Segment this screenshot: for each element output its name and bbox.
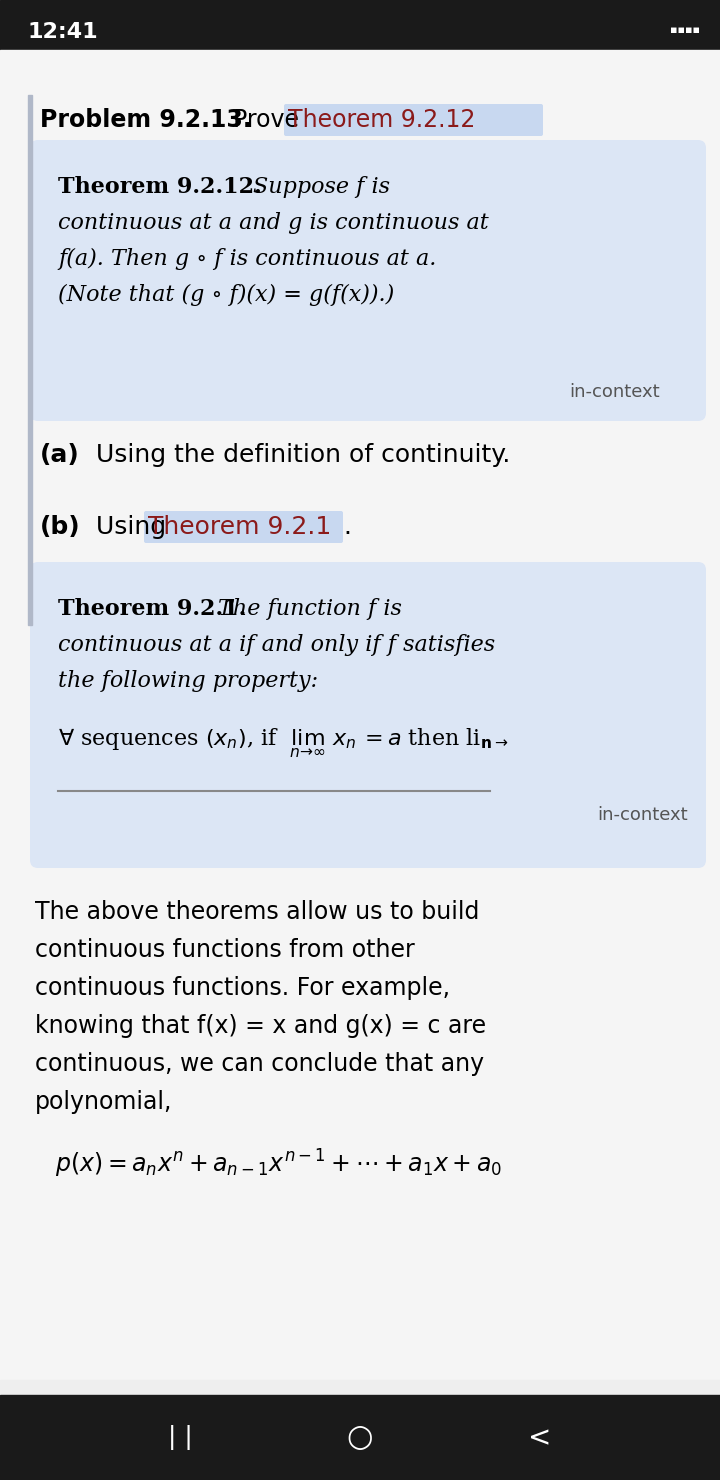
Text: (Note that (g ∘ f)(x) = g(f(x)).): (Note that (g ∘ f)(x) = g(f(x)).) xyxy=(58,284,395,306)
Text: continuous at a and g is continuous at: continuous at a and g is continuous at xyxy=(58,212,489,234)
Text: Theorem 9.2.1: Theorem 9.2.1 xyxy=(148,515,331,539)
Text: the following property:: the following property: xyxy=(58,670,318,693)
Bar xyxy=(0,0,720,50)
Text: Theorem 9.2.12: Theorem 9.2.12 xyxy=(288,108,475,132)
FancyBboxPatch shape xyxy=(144,511,343,543)
FancyBboxPatch shape xyxy=(284,104,543,136)
Text: 12:41: 12:41 xyxy=(28,22,99,41)
Text: ○: ○ xyxy=(347,1424,373,1452)
Text: The function f is: The function f is xyxy=(218,598,402,620)
Text: <: < xyxy=(528,1424,552,1452)
Text: polynomial,: polynomial, xyxy=(35,1089,172,1114)
FancyBboxPatch shape xyxy=(30,562,706,867)
Text: ≡: ≡ xyxy=(42,1444,68,1474)
Bar xyxy=(0,1379,720,1480)
Text: in-context: in-context xyxy=(598,807,688,824)
Text: in-context: in-context xyxy=(570,383,660,401)
Text: continuous functions. For example,: continuous functions. For example, xyxy=(35,975,450,1000)
Text: $p(x) = a_n x^n + a_{n-1}x^{n-1} + \cdots + a_1 x + a_0$: $p(x) = a_n x^n + a_{n-1}x^{n-1} + \cdot… xyxy=(55,1148,503,1180)
Text: .: . xyxy=(343,515,351,539)
Text: Prove: Prove xyxy=(218,108,307,132)
FancyBboxPatch shape xyxy=(30,141,706,420)
Text: Theorem 9.2.1.: Theorem 9.2.1. xyxy=(58,598,246,620)
Text: Using: Using xyxy=(80,515,174,539)
Text: >: > xyxy=(535,1425,565,1459)
Text: continuous at a if and only if f satisfies: continuous at a if and only if f satisfi… xyxy=(58,633,495,656)
Text: <: < xyxy=(204,1425,235,1459)
Text: Using the definition of continuity.: Using the definition of continuity. xyxy=(80,443,510,468)
Bar xyxy=(0,1396,720,1480)
Text: Theorem 9.2.12.: Theorem 9.2.12. xyxy=(58,176,262,198)
Text: f(a). Then g ∘ f is continuous at a.: f(a). Then g ∘ f is continuous at a. xyxy=(58,249,436,269)
Text: Suppose f is: Suppose f is xyxy=(253,176,390,198)
Text: ▪▪▪▪: ▪▪▪▪ xyxy=(670,25,700,36)
Text: continuous, we can conclude that any: continuous, we can conclude that any xyxy=(35,1052,484,1076)
Text: ∧: ∧ xyxy=(366,1425,393,1459)
Text: continuous functions from other: continuous functions from other xyxy=(35,938,415,962)
Text: Problem 9.2.13.: Problem 9.2.13. xyxy=(40,108,252,132)
Bar xyxy=(28,95,32,625)
Text: ≡: ≡ xyxy=(42,1418,68,1447)
Text: (a): (a) xyxy=(40,443,80,468)
Text: (b): (b) xyxy=(40,515,81,539)
Text: The above theorems allow us to build: The above theorems allow us to build xyxy=(35,900,480,924)
Text: knowing that f(x) = x and g(x) = c are: knowing that f(x) = x and g(x) = c are xyxy=(35,1014,486,1037)
Text: | |: | | xyxy=(168,1425,192,1450)
Text: $\forall$ sequences $(x_n)$, if  $\lim_{n\to\infty}$ $x_n = a$ then li$_{\mathbf: $\forall$ sequences $(x_n)$, if $\lim_{n… xyxy=(58,727,508,759)
